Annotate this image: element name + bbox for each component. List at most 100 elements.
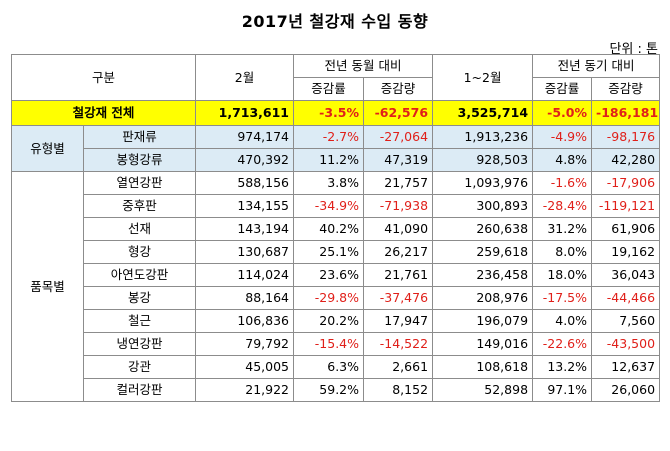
unit-label: 단위 : 톤 xyxy=(609,42,658,57)
header-month-amount: 증감량 xyxy=(363,77,434,101)
cell-cum: 259,618 xyxy=(432,240,534,264)
table-row: 형강 130,687 25.1% 26,217 259,618 8.0% 19,162 xyxy=(12,240,661,264)
cell-yoy-amount: 8,152 xyxy=(363,378,434,402)
row-name: 강관 xyxy=(82,355,197,379)
table-row: 컬러강판 21,922 59.2% 8,152 52,898 97.1% 26,060 xyxy=(12,378,661,402)
table-row: 철근 106,836 20.2% 17,947 196,079 4.0% 7,560 xyxy=(12,309,661,333)
cell-cum: 196,079 xyxy=(432,309,534,333)
cell-yoy-amount: -14,522 xyxy=(363,332,434,356)
total-cum-rate: -5.0% xyxy=(532,100,593,126)
cell-cum: 108,618 xyxy=(432,355,534,379)
cell-feb: 79,792 xyxy=(195,332,295,356)
cell-yoy-rate: 6.3% xyxy=(293,355,365,379)
cell-yoy-amount: 41,090 xyxy=(363,217,434,241)
header-category: 구분 xyxy=(10,54,197,101)
cell-yoy-amount: 47,319 xyxy=(363,148,434,172)
cell-yoy-amount: 26,217 xyxy=(363,240,434,264)
cell-yoy-amount: 2,661 xyxy=(363,355,434,379)
table-row: 아연도강판 114,024 23.6% 21,761 236,458 18.0% 36,04… xyxy=(12,263,661,287)
header-jan-feb: 1~2월 xyxy=(432,54,534,101)
cell-cum-rate: -28.4% xyxy=(532,194,593,218)
cell-feb: 130,687 xyxy=(195,240,295,264)
cell-cum: 149,016 xyxy=(432,332,534,356)
cell-cum: 208,976 xyxy=(432,286,534,310)
cell-feb: 88,164 xyxy=(195,286,295,310)
header-yoy-period: 전년 동기 대비 xyxy=(532,54,661,78)
cell-cum-rate: 97.1% xyxy=(532,378,593,402)
header-month-rate: 증감률 xyxy=(293,77,365,101)
cell-cum-amount: -44,466 xyxy=(591,286,661,310)
row-name: 선재 xyxy=(82,217,197,241)
total-cum-amount: -186,181 xyxy=(591,100,661,126)
cell-cum-rate: -17.5% xyxy=(532,286,593,310)
cell-cum-amount: 19,162 xyxy=(591,240,661,264)
steel-import-table: 구분 2월 전년 동월 대비 1~2월 전년 동기 대비 증감률 증감량 증감률… xyxy=(10,54,661,402)
cell-cum-rate: -1.6% xyxy=(532,171,593,195)
header-period-amount: 증감량 xyxy=(591,77,661,101)
row-name: 중후판 xyxy=(82,194,197,218)
total-yoy-amount: -62,576 xyxy=(363,100,434,126)
total-yoy-rate: -3.5% xyxy=(293,100,365,126)
cell-yoy-amount: 21,757 xyxy=(363,171,434,195)
cell-cum-rate: 4.0% xyxy=(532,309,593,333)
row-name: 아연도강판 xyxy=(82,263,197,287)
cell-yoy-amount: 17,947 xyxy=(363,309,434,333)
cell-cum-amount: 42,280 xyxy=(591,148,661,172)
cell-yoy-rate: 59.2% xyxy=(293,378,365,402)
table-row: 유형별 판재류 974,174 -2.7% -27,064 1,913,236 -4.9% -… xyxy=(11,125,661,172)
header-yoy-month: 전년 동월 대비 xyxy=(293,54,434,78)
cell-yoy-amount: 21,761 xyxy=(363,263,434,287)
row-name: 봉형강류 xyxy=(82,148,197,172)
cell-cum-amount: 12,637 xyxy=(591,355,661,379)
cell-cum-rate: -22.6% xyxy=(532,332,593,356)
cell-yoy-rate: 11.2% xyxy=(293,148,365,172)
cell-feb: 974,174 xyxy=(195,125,295,149)
total-row: 철강재 전체 1,713,611 -3.5% -62,576 3,525,714… xyxy=(10,100,661,126)
row-name: 컬러강판 xyxy=(82,378,197,402)
total-cum: 3,525,714 xyxy=(432,100,534,126)
table-row: 선재 143,194 40.2% 41,090 260,638 31.2% 61,906 xyxy=(12,217,661,241)
cell-cum: 928,503 xyxy=(432,148,534,172)
cell-yoy-rate: -2.7% xyxy=(293,125,365,149)
cell-cum-amount: 36,043 xyxy=(591,263,661,287)
cell-cum-amount: -98,176 xyxy=(591,125,661,149)
cell-yoy-rate: -29.8% xyxy=(293,286,365,310)
cell-cum: 260,638 xyxy=(432,217,534,241)
cell-cum: 236,458 xyxy=(432,263,534,287)
cell-cum-amount: 7,560 xyxy=(591,309,661,333)
cell-yoy-amount: -71,938 xyxy=(363,194,434,218)
cell-cum: 1,093,976 xyxy=(432,171,534,195)
cell-yoy-rate: 23.6% xyxy=(293,263,365,287)
row-name: 판재류 xyxy=(82,125,197,149)
table-row: 봉강 88,164 -29.8% -37,476 208,976 -17.5% -44,46… xyxy=(12,286,661,310)
cell-cum-rate: 8.0% xyxy=(532,240,593,264)
cell-cum-amount: -43,500 xyxy=(591,332,661,356)
cell-feb: 470,392 xyxy=(195,148,295,172)
row-name: 형강 xyxy=(82,240,197,264)
table-body: 철강재 전체 1,713,611 -3.5% -62,576 3,525,714… xyxy=(10,100,661,402)
table-row: 봉형강류 470,392 11.2% 47,319 928,503 4.8% 42,280 xyxy=(12,148,661,172)
cell-cum: 300,893 xyxy=(432,194,534,218)
cell-cum-rate: 18.0% xyxy=(532,263,593,287)
cell-feb: 143,194 xyxy=(195,217,295,241)
cell-feb: 106,836 xyxy=(195,309,295,333)
cell-yoy-amount: -37,476 xyxy=(363,286,434,310)
table-row: 중후판 134,155 -34.9% -71,938 300,893 -28.4% -119… xyxy=(12,194,661,218)
table-row: 냉연강판 79,792 -15.4% -14,522 149,016 -22.6% -43,… xyxy=(12,332,661,356)
cell-cum-amount: 61,906 xyxy=(591,217,661,241)
row-name: 냉연강판 xyxy=(82,332,197,356)
item-group-label: 품목별 xyxy=(11,171,84,402)
total-feb: 1,713,611 xyxy=(195,100,295,126)
cell-yoy-rate: -15.4% xyxy=(293,332,365,356)
cell-feb: 21,922 xyxy=(195,378,295,402)
cell-yoy-amount: -27,064 xyxy=(363,125,434,149)
header-period-rate: 증감률 xyxy=(532,77,593,101)
type-group-label: 유형별 xyxy=(11,125,84,172)
cell-cum-rate: 31.2% xyxy=(532,217,593,241)
table-row: 품목별 열연강판 588,156 3.8% 21,757 1,093,976 -1.6% -1… xyxy=(11,171,661,402)
cell-yoy-rate: 25.1% xyxy=(293,240,365,264)
cell-cum-amount: -119,121 xyxy=(591,194,661,218)
cell-yoy-rate: 3.8% xyxy=(293,171,365,195)
cell-cum: 52,898 xyxy=(432,378,534,402)
row-name: 철근 xyxy=(82,309,197,333)
